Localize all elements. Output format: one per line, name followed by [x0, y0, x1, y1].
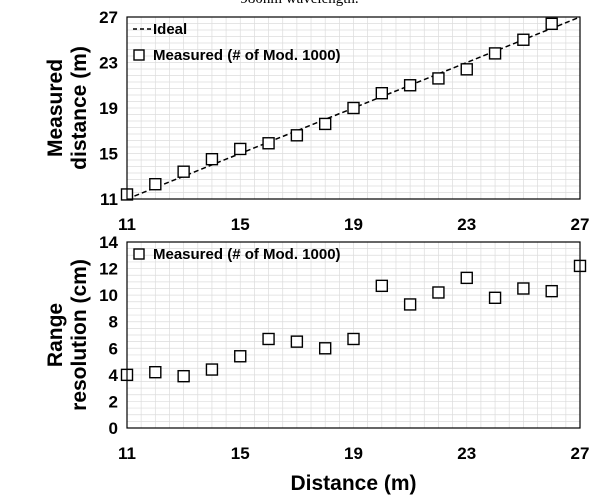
data-point-square — [347, 332, 360, 346]
legend-label: Measured (# of Mod. 1000) — [153, 47, 341, 64]
data-point-square — [460, 271, 473, 285]
y-tick-label: 6 — [109, 339, 118, 358]
data-point-square — [318, 117, 332, 131]
x-tick-label: 23 — [457, 215, 476, 234]
legend-square-marker — [133, 49, 145, 61]
data-point-square — [205, 152, 219, 166]
legend-entry: Measured (# of Mod. 1000) — [133, 246, 341, 263]
legend-entry: Ideal — [133, 21, 187, 38]
series-0 — [120, 259, 587, 383]
x-tick-label: 23 — [457, 444, 476, 463]
x-tick-label: 27 — [571, 444, 590, 463]
y-tick-label: 12 — [99, 260, 118, 279]
y-axis-title: Rangeresolution (cm) — [44, 259, 91, 411]
data-point-square — [318, 342, 332, 355]
resolution-chart: 11 15 19 23 27 0 2 4 6 8 10 12 14 Rangeresolution (cm… — [44, 233, 589, 495]
data-point-square — [347, 101, 360, 115]
data-point-square — [290, 335, 304, 348]
data-point-square — [545, 284, 558, 298]
y-tick-label: 19 — [99, 99, 118, 118]
grid-lines — [126, 241, 581, 429]
data-point-square — [177, 369, 190, 383]
plot-frame — [126, 16, 581, 200]
data-point-square — [234, 350, 247, 363]
data-point-square — [403, 298, 417, 311]
x-tick-label: 11 — [118, 215, 136, 234]
data-point-square — [375, 279, 389, 293]
data-point-square — [517, 33, 530, 46]
legend-square-marker — [133, 248, 145, 260]
data-point-square — [545, 17, 558, 31]
data-point-square — [177, 165, 190, 178]
data-point-square — [262, 332, 275, 346]
y-tick-label: 15 — [99, 145, 118, 164]
data-point-square — [432, 72, 445, 85]
x-tick-label: 15 — [231, 215, 250, 234]
legend-entry: Measured (# of Mod. 1000) — [133, 47, 341, 64]
data-point-square — [149, 366, 162, 379]
x-tick-label: 19 — [344, 215, 363, 234]
y-axis-title-line: distance (m) — [68, 46, 91, 170]
data-point-square — [517, 282, 530, 295]
data-point-square — [432, 286, 445, 299]
x-tick-label: 27 — [571, 215, 590, 234]
data-point-square — [488, 291, 502, 304]
x-tick-label: 19 — [344, 444, 363, 463]
y-tick-label: 8 — [109, 313, 118, 332]
data-point-square — [262, 137, 275, 150]
y-axis-title-line: resolution (cm) — [68, 259, 91, 411]
y-tick-label: 11 — [100, 190, 118, 209]
data-point-square — [403, 79, 417, 92]
distance-chart: 11 15 19 23 27 11 15 19 23 27 Measureddistance (m)… — [44, 8, 589, 234]
data-point-square — [375, 87, 389, 100]
data-point-square — [488, 47, 502, 60]
plot-frame — [126, 241, 581, 429]
y-tick-label: 2 — [109, 392, 118, 411]
legend-label: Measured (# of Mod. 1000) — [153, 246, 341, 263]
x-axis-title: Distance (m) — [290, 472, 416, 495]
y-axis-title: Measureddistance (m) — [44, 46, 91, 170]
series-1 — [120, 17, 558, 201]
y-axis-title-line: Range — [44, 303, 67, 367]
x-tick-label: 15 — [231, 444, 250, 463]
y-tick-label: 14 — [99, 233, 118, 252]
data-point-square — [460, 63, 473, 76]
data-point-square — [290, 129, 304, 142]
y-axis-title-line: Measured — [44, 59, 67, 157]
y-tick-label: 27 — [99, 8, 118, 27]
figure-caption: 980nm wavelength. — [0, 0, 599, 8]
legend-label: Ideal — [153, 21, 187, 38]
data-point-square — [149, 178, 162, 191]
y-tick-label: 23 — [99, 54, 118, 73]
y-tick-label: 0 — [109, 419, 118, 438]
x-tick-label: 11 — [118, 444, 136, 463]
y-tick-label: 4 — [109, 366, 119, 385]
data-point-square — [234, 142, 247, 156]
data-point-square — [205, 363, 219, 376]
y-tick-label: 10 — [99, 286, 118, 305]
